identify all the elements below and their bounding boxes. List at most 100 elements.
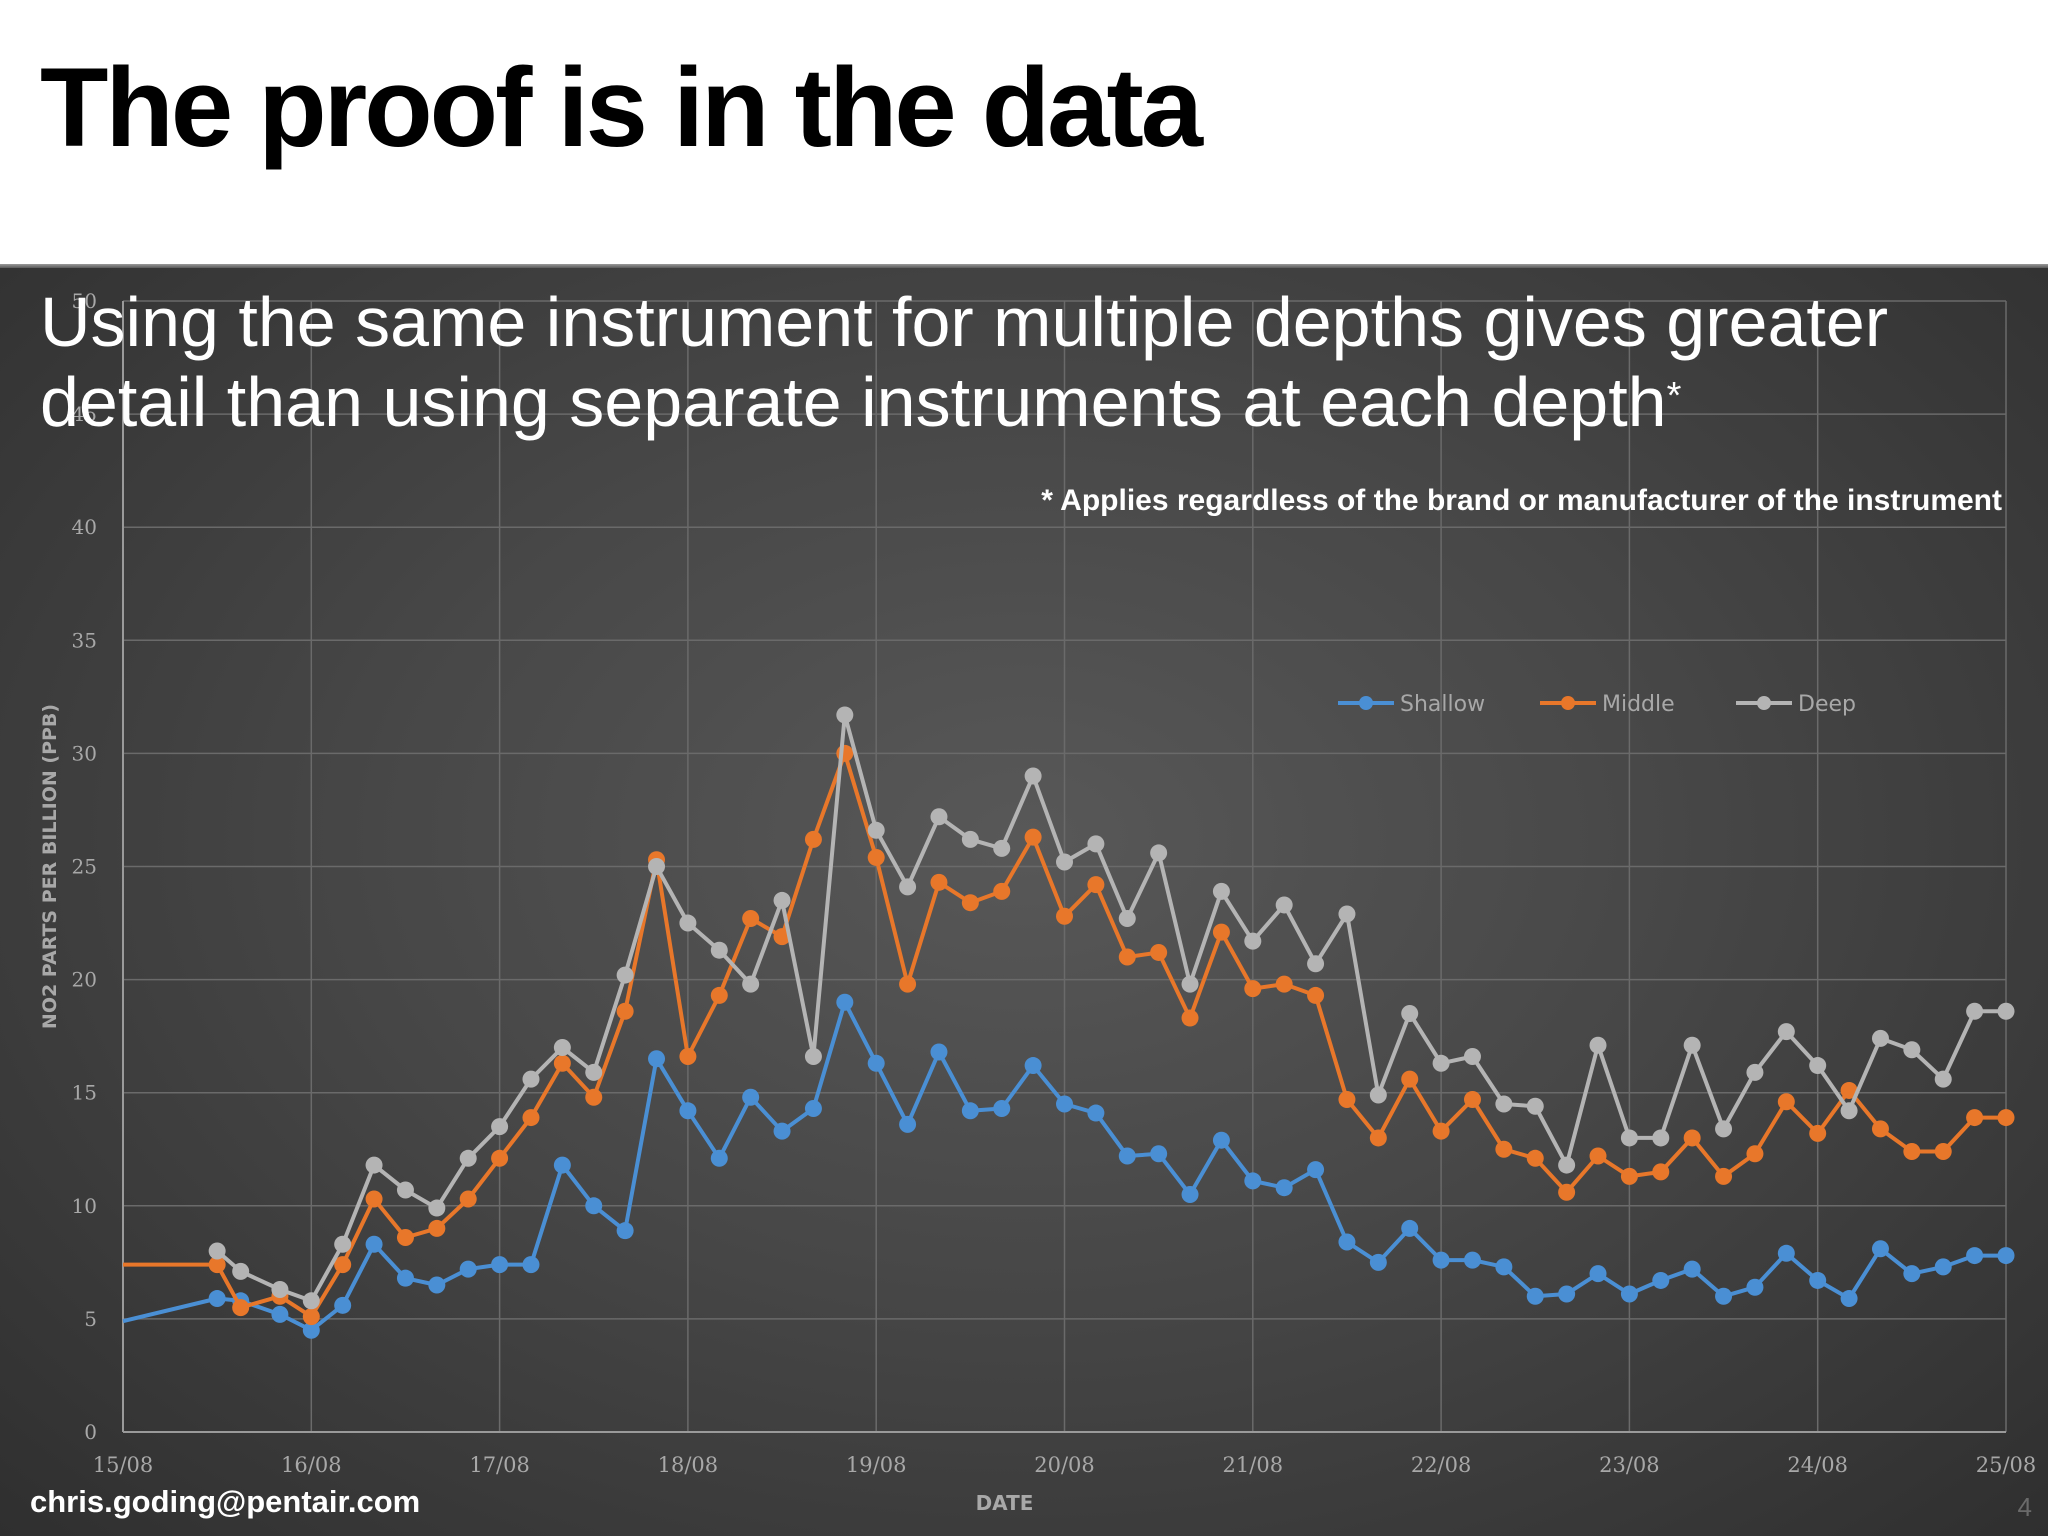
data-point-middle	[1181, 1009, 1199, 1027]
data-point-shallow	[1401, 1219, 1419, 1237]
chart-panel: 0 5 10 15 20 25 30 35 40 45 50 15/08 16/08 17/08 18/08…	[0, 268, 2048, 1536]
data-point-shallow	[710, 1149, 728, 1167]
data-point-middle	[1809, 1124, 1827, 1142]
data-point-deep	[836, 706, 854, 724]
data-point-shallow	[1934, 1258, 1952, 1276]
data-point-shallow	[1652, 1271, 1670, 1289]
data-point-middle	[1966, 1109, 1984, 1127]
data-point-shallow	[648, 1050, 666, 1068]
data-point-deep	[1620, 1129, 1638, 1147]
x-tick-label: 15/08	[93, 1453, 154, 1477]
data-point-deep	[1212, 882, 1230, 900]
data-point-shallow	[1463, 1251, 1481, 1269]
data-point-deep	[1056, 853, 1073, 871]
data-point-shallow	[867, 1054, 885, 1072]
data-point-deep	[553, 1038, 571, 1056]
data-point-deep	[648, 858, 666, 875]
data-point-deep	[232, 1262, 250, 1280]
data-point-shallow	[1558, 1285, 1576, 1303]
data-point-middle	[1558, 1183, 1576, 1201]
data-point-shallow	[1087, 1104, 1105, 1122]
axes: 0 5 10 15 20 25 30 35 40 45 50 15/08 16/08 17/08 18/08…	[39, 289, 2036, 1515]
data-point-shallow	[1307, 1161, 1325, 1179]
data-point-deep	[773, 891, 791, 909]
data-point-middle	[585, 1088, 603, 1106]
data-point-shallow	[679, 1102, 697, 1120]
subtitle-text: Using the same instrument for multiple d…	[40, 283, 1889, 441]
data-point-middle	[1620, 1167, 1638, 1185]
grid-lines	[122, 300, 2007, 1433]
data-point-deep	[1024, 767, 1042, 785]
data-point-shallow	[1809, 1271, 1827, 1289]
data-point-deep	[428, 1199, 446, 1217]
y-tick-label: 5	[84, 1307, 97, 1331]
data-point-shallow	[899, 1115, 917, 1133]
data-point-deep	[1903, 1041, 1921, 1059]
data-point-deep	[1432, 1054, 1450, 1072]
data-point-deep	[1809, 1057, 1827, 1075]
data-point-shallow	[1871, 1240, 1889, 1258]
data-point-shallow	[459, 1260, 477, 1278]
data-point-middle	[1652, 1163, 1670, 1181]
data-point-middle	[491, 1149, 509, 1167]
data-point-shallow	[365, 1235, 383, 1253]
data-point-deep	[867, 821, 885, 839]
data-point-shallow	[585, 1197, 603, 1215]
data-point-shallow	[1589, 1265, 1607, 1283]
data-point-shallow	[522, 1256, 540, 1274]
x-axis-title: DATE	[976, 1491, 1034, 1515]
data-point-deep	[1966, 1002, 1984, 1020]
legend-label-deep: Deep	[1798, 692, 1856, 717]
series-lines	[122, 706, 2015, 1339]
x-tick-label: 22/08	[1411, 1453, 1472, 1477]
data-point-shallow	[491, 1256, 509, 1274]
data-point-middle	[679, 1048, 697, 1066]
data-point-middle	[1746, 1145, 1764, 1163]
data-point-middle	[1526, 1149, 1544, 1167]
data-point-deep	[961, 830, 979, 848]
data-point-deep	[1118, 910, 1136, 928]
data-point-shallow	[1432, 1251, 1450, 1269]
data-point-deep	[679, 914, 697, 932]
data-point-middle	[1087, 876, 1105, 894]
data-point-deep	[1275, 896, 1293, 914]
data-point-middle	[1275, 975, 1293, 993]
data-point-shallow	[334, 1296, 352, 1314]
data-point-deep	[1558, 1156, 1576, 1174]
data-point-shallow	[1620, 1285, 1638, 1303]
data-point-middle	[428, 1219, 446, 1237]
data-point-middle	[993, 882, 1011, 900]
data-point-deep	[1526, 1097, 1544, 1115]
data-point-middle	[930, 873, 948, 891]
data-point-middle	[232, 1299, 250, 1317]
data-point-middle	[208, 1256, 226, 1274]
data-point-middle	[1589, 1147, 1607, 1165]
data-point-shallow	[742, 1088, 760, 1106]
data-point-middle	[1118, 948, 1136, 966]
data-point-deep	[616, 966, 634, 984]
data-point-middle	[459, 1190, 477, 1208]
data-point-shallow	[1024, 1057, 1042, 1075]
page-number: 4	[2017, 1492, 2032, 1522]
data-point-middle	[1056, 907, 1073, 925]
panel-top-edge	[0, 264, 2048, 270]
data-point-deep	[1997, 1002, 2015, 1020]
data-point-shallow	[1118, 1147, 1136, 1165]
data-point-deep	[804, 1048, 822, 1066]
data-point-middle	[773, 928, 791, 946]
data-point-shallow	[1244, 1172, 1262, 1190]
x-tick-label: 23/08	[1599, 1453, 1660, 1477]
data-point-middle	[1432, 1122, 1450, 1140]
data-point-deep	[930, 808, 948, 826]
data-point-deep	[334, 1235, 352, 1253]
data-point-middle	[522, 1109, 540, 1127]
data-point-deep	[1934, 1070, 1952, 1088]
x-tick-label: 19/08	[846, 1453, 907, 1477]
x-tick-label: 16/08	[281, 1453, 342, 1477]
x-tick-label: 24/08	[1787, 1453, 1848, 1477]
data-point-shallow	[930, 1043, 948, 1061]
data-point-shallow	[1683, 1260, 1701, 1278]
data-point-middle	[867, 848, 885, 866]
legend-marker-deep	[1757, 696, 1771, 710]
data-point-shallow	[773, 1122, 791, 1140]
